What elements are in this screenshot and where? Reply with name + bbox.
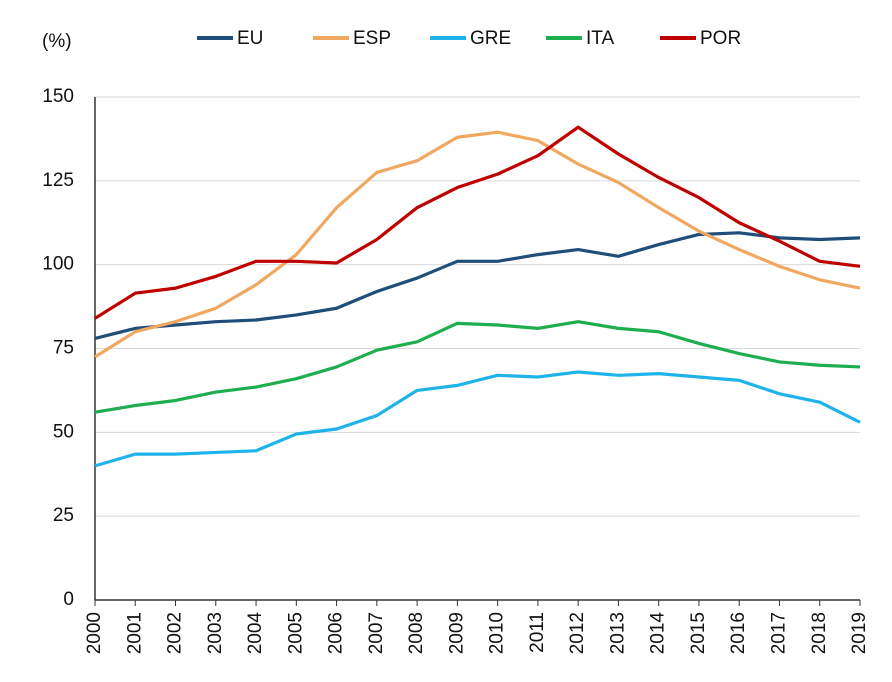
legend-label: POR (700, 28, 741, 49)
y-tick-label: 25 (53, 505, 74, 526)
series-line (94, 370, 861, 468)
y-tick-label: 100 (42, 254, 74, 275)
x-tick-label: 2003 (205, 612, 226, 654)
series-line (94, 231, 861, 340)
x-tick-label: 2016 (728, 612, 749, 654)
y-tick-label: 50 (53, 421, 74, 442)
x-tick-label: 2015 (688, 612, 709, 654)
legend-label: EU (237, 28, 263, 49)
x-tick-label: 2004 (245, 612, 266, 655)
y-tick-label: 125 (42, 170, 74, 191)
x-tick-label: 2013 (607, 612, 628, 654)
legend-label: GRE (470, 28, 511, 49)
series-line (94, 130, 861, 359)
x-tick-label: 2009 (446, 612, 467, 654)
x-tick-label: 2019 (849, 612, 870, 654)
x-tick-label: 2010 (487, 612, 508, 654)
legend-label: ESP (353, 28, 391, 49)
x-tick-label: 2011 (527, 612, 548, 653)
x-tick-label: 2008 (406, 612, 427, 654)
x-tick-label: 2001 (124, 612, 145, 654)
x-tick-label: 2002 (165, 612, 186, 654)
x-tick-label: 2017 (768, 612, 789, 654)
y-tick-label: 150 (42, 86, 74, 107)
series-line (94, 320, 861, 414)
x-tick-label: 2018 (809, 612, 830, 654)
series-line (94, 125, 861, 320)
x-tick-label: 2007 (366, 612, 387, 654)
legend-label: ITA (586, 28, 614, 49)
x-tick-label: 2000 (84, 612, 105, 654)
y-axis-label: (%) (42, 31, 72, 52)
x-tick-label: 2012 (567, 612, 588, 654)
y-tick-label: 0 (63, 589, 74, 610)
x-tick-label: 2014 (648, 612, 669, 655)
x-tick-label: 2006 (326, 612, 347, 654)
x-tick-label: 2005 (285, 612, 306, 654)
y-tick-label: 75 (53, 338, 74, 359)
